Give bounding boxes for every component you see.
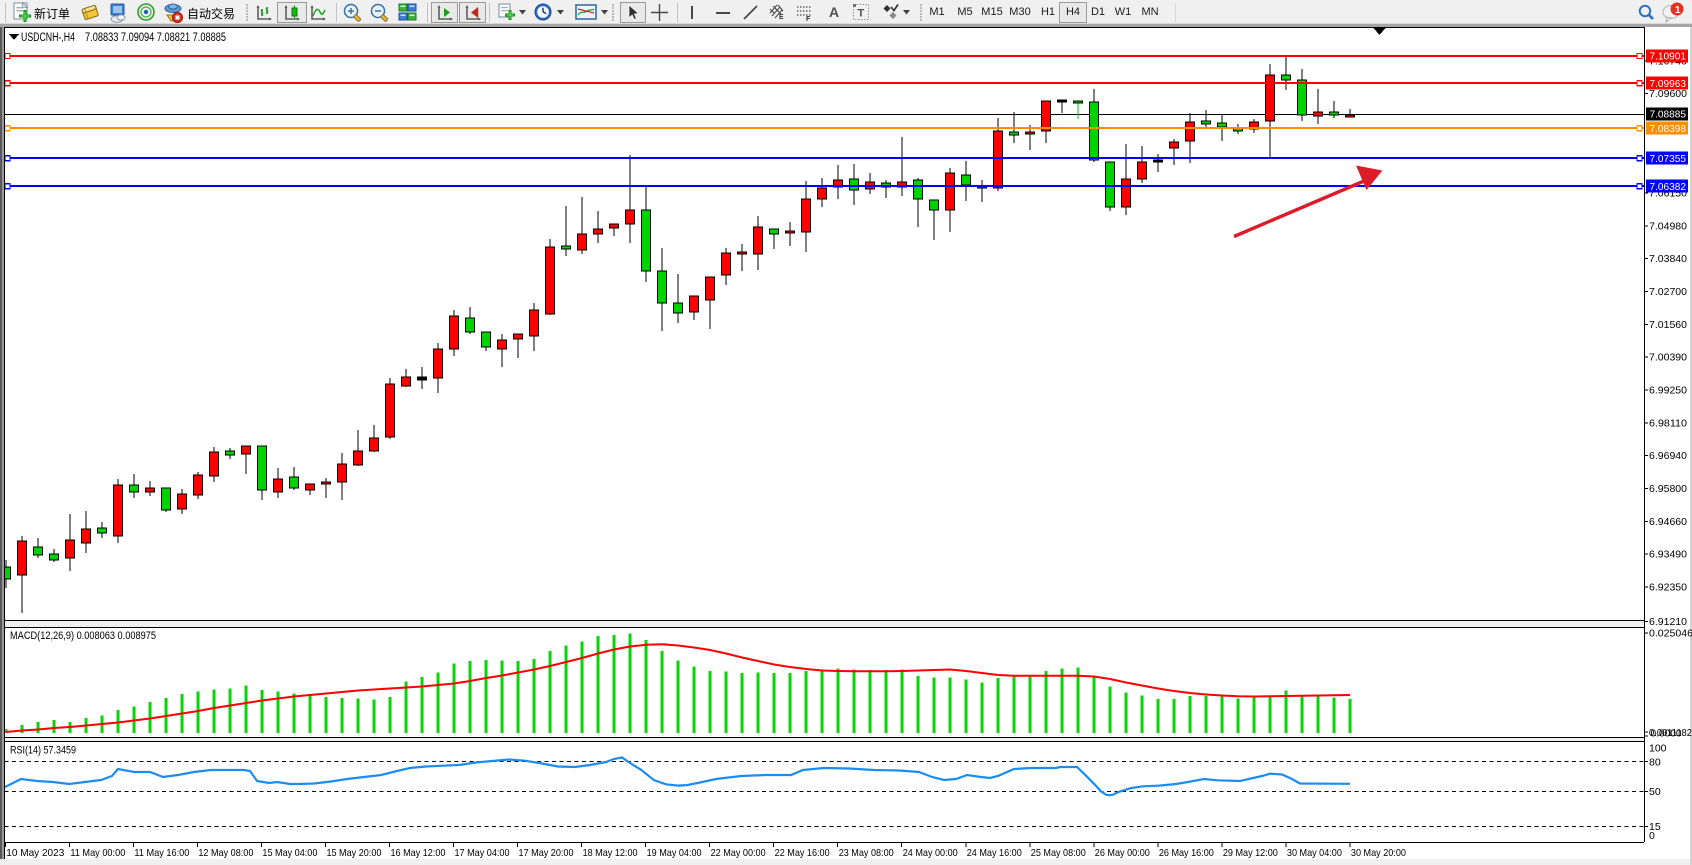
svg-text:RSI(14) 57.3459: RSI(14) 57.3459 bbox=[10, 745, 76, 757]
svg-text:7.08885: 7.08885 bbox=[1650, 109, 1687, 121]
svg-text:18 May 12:00: 18 May 12:00 bbox=[583, 847, 638, 859]
svg-text:0.0011182: 0.0011182 bbox=[1649, 727, 1692, 739]
svg-text:7.00390: 7.00390 bbox=[1649, 352, 1687, 364]
svg-text:7.07355: 7.07355 bbox=[1650, 153, 1687, 165]
svg-text:80: 80 bbox=[1649, 757, 1661, 769]
svg-text:7.01560: 7.01560 bbox=[1649, 319, 1687, 331]
svg-text:6.91210: 6.91210 bbox=[1649, 616, 1687, 628]
svg-text:15: 15 bbox=[1649, 821, 1661, 833]
svg-text:7.03840: 7.03840 bbox=[1649, 253, 1687, 265]
svg-text:16 May 12:00: 16 May 12:00 bbox=[390, 847, 445, 859]
svg-text:USDCNH-,H4: USDCNH-,H4 bbox=[21, 32, 75, 44]
svg-text:11 May 00:00: 11 May 00:00 bbox=[70, 847, 125, 859]
svg-text:7.08833 7.09094 7.08821 7.0888: 7.08833 7.09094 7.08821 7.08885 bbox=[85, 32, 226, 44]
svg-text:22 May 00:00: 22 May 00:00 bbox=[711, 847, 766, 859]
svg-text:7.09600: 7.09600 bbox=[1649, 88, 1687, 100]
svg-text:7.04980: 7.04980 bbox=[1649, 220, 1687, 232]
svg-text:6.93490: 6.93490 bbox=[1649, 549, 1687, 561]
svg-text:7.10901: 7.10901 bbox=[1650, 51, 1687, 63]
svg-text:7.06382: 7.06382 bbox=[1650, 181, 1687, 193]
svg-text:6.94660: 6.94660 bbox=[1649, 516, 1687, 528]
svg-text:7.09963: 7.09963 bbox=[1650, 78, 1687, 90]
svg-text:12 May 08:00: 12 May 08:00 bbox=[198, 847, 253, 859]
svg-text:7.08398: 7.08398 bbox=[1650, 123, 1687, 135]
svg-text:6.98110: 6.98110 bbox=[1649, 417, 1687, 429]
svg-text:30 May 04:00: 30 May 04:00 bbox=[1287, 847, 1342, 859]
svg-text:1: 1 bbox=[1675, 4, 1681, 16]
svg-text:30 May 20:00: 30 May 20:00 bbox=[1351, 847, 1406, 859]
svg-text:0.0000: 0.0000 bbox=[1651, 727, 1682, 739]
svg-text:E: E bbox=[779, 14, 784, 20]
svg-text:24 May 00:00: 24 May 00:00 bbox=[903, 847, 958, 859]
svg-text:19 May 04:00: 19 May 04:00 bbox=[647, 847, 702, 859]
svg-text:26 May 16:00: 26 May 16:00 bbox=[1159, 847, 1214, 859]
svg-text:17 May 20:00: 17 May 20:00 bbox=[519, 847, 574, 859]
svg-text:26 May 00:00: 26 May 00:00 bbox=[1095, 847, 1150, 859]
svg-text:50: 50 bbox=[1649, 786, 1661, 798]
svg-text:7.02700: 7.02700 bbox=[1649, 286, 1687, 298]
svg-text:100: 100 bbox=[1649, 743, 1667, 755]
svg-text:29 May 12:00: 29 May 12:00 bbox=[1223, 847, 1278, 859]
svg-text:25 May 08:00: 25 May 08:00 bbox=[1031, 847, 1086, 859]
svg-text:22 May 16:00: 22 May 16:00 bbox=[775, 847, 830, 859]
svg-text:T: T bbox=[858, 8, 865, 20]
svg-text:15 May 04:00: 15 May 04:00 bbox=[262, 847, 317, 859]
svg-text:23 May 08:00: 23 May 08:00 bbox=[839, 847, 894, 859]
svg-text:15 May 20:00: 15 May 20:00 bbox=[326, 847, 381, 859]
svg-text:MACD(12,26,9) 0.008063 0.00897: MACD(12,26,9) 0.008063 0.008975 bbox=[10, 630, 156, 642]
svg-text:F: F bbox=[806, 16, 811, 22]
svg-text:24 May 16:00: 24 May 16:00 bbox=[967, 847, 1022, 859]
svg-text:6.99250: 6.99250 bbox=[1649, 385, 1687, 397]
svg-text:10 May 2023: 10 May 2023 bbox=[6, 847, 64, 859]
svg-text:0.025046: 0.025046 bbox=[1649, 628, 1692, 640]
svg-text:6.96940: 6.96940 bbox=[1649, 450, 1687, 462]
svg-text:11 May 16:00: 11 May 16:00 bbox=[134, 847, 189, 859]
svg-text:6.92350: 6.92350 bbox=[1649, 582, 1687, 594]
svg-text:0: 0 bbox=[1649, 830, 1655, 842]
svg-text:6.95800: 6.95800 bbox=[1649, 483, 1687, 495]
svg-text:17 May 04:00: 17 May 04:00 bbox=[455, 847, 510, 859]
